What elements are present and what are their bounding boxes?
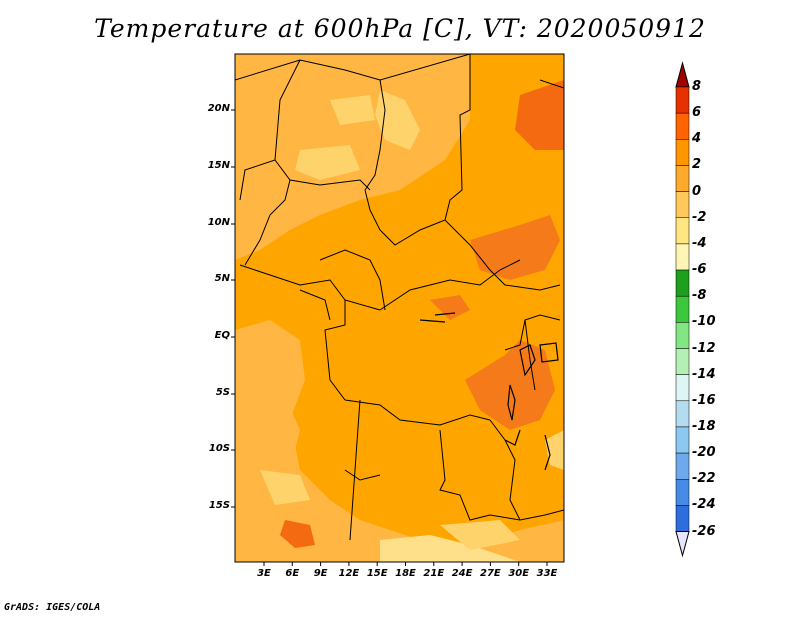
colorbar-swatch (675, 348, 690, 375)
colorbar-swatch (675, 374, 690, 402)
colorbar-swatch (675, 217, 690, 245)
colorbar-swatch (675, 505, 690, 532)
colorbar-label: -8 (692, 288, 707, 304)
lat-label-5S: 5S (215, 387, 230, 398)
axis-ticks (231, 109, 548, 566)
colorbar-label: -18 (692, 418, 716, 434)
lakes (419, 312, 559, 471)
colorbar-label: 6 (692, 105, 702, 121)
colorbar-bottom-arrow (675, 531, 690, 558)
colorbar-swatch (675, 243, 690, 271)
colorbar-swatch (675, 165, 690, 192)
lon-label-6E: 6E (285, 568, 300, 579)
lon-label-27E: 27E (480, 568, 501, 579)
colorbar-swatch (675, 86, 690, 114)
lat-label-15N: 15N (207, 160, 230, 171)
colorbar-swatch (675, 295, 690, 323)
colorbar-label: -6 (692, 262, 707, 278)
colorbar-label: -24 (692, 497, 716, 513)
lat-label-10N: 10N (207, 217, 230, 228)
map-title: Temperature at 600hPa [C], VT: 202005091… (94, 14, 706, 43)
colorbar (675, 61, 690, 558)
lon-label-18E: 18E (395, 568, 416, 579)
colorbar-label: 2 (692, 157, 702, 173)
map-frame (234, 53, 565, 563)
colorbar-label: 4 (692, 131, 702, 147)
lat-label-EQ: EQ (214, 330, 230, 341)
lat-label-10S: 10S (208, 443, 230, 454)
colorbar-swatch (675, 452, 690, 480)
lon-label-15E: 15E (366, 568, 388, 579)
lat-label-5N: 5N (214, 273, 230, 284)
colorbar-label: -2 (692, 209, 707, 225)
colorbar-label: -4 (692, 235, 707, 251)
lon-label-24E: 24E (451, 568, 473, 579)
colorbar-label: -14 (692, 366, 716, 382)
lat-label-20N: 20N (207, 103, 230, 114)
grads-credit: GrADS: IGES/COLA (4, 602, 101, 613)
colorbar-swatch (675, 269, 690, 297)
colorbar-swatch (675, 322, 690, 349)
colorbar-top-arrow (675, 61, 690, 88)
colorbar-swatch (675, 191, 690, 219)
colorbar-swatch (675, 479, 690, 506)
colorbar-label: -12 (692, 340, 716, 356)
colorbar-swatch (675, 139, 690, 166)
lon-label-3E: 3E (257, 568, 271, 579)
colorbar-label: -20 (692, 445, 716, 461)
colorbar-label: -16 (692, 392, 716, 408)
lon-label-12E: 12E (338, 568, 360, 579)
lat-label-15S: 15S (208, 500, 230, 511)
colorbar-swatch (675, 400, 690, 428)
country-borders (235, 54, 564, 541)
colorbar-swatch (675, 112, 690, 140)
lon-label-30E: 30E (508, 568, 530, 579)
temperature-field (235, 54, 564, 562)
colorbar-swatch (675, 426, 690, 454)
colorbar-label: 0 (692, 183, 702, 199)
lon-label-33E: 33E (536, 568, 558, 579)
lon-label-9E: 9E (313, 568, 328, 579)
colorbar-label: -10 (692, 314, 716, 330)
colorbar-label: -26 (692, 523, 716, 539)
colorbar-label: 8 (692, 79, 702, 94)
lon-label-21E: 21E (423, 568, 445, 579)
colorbar-label: -22 (692, 471, 716, 487)
